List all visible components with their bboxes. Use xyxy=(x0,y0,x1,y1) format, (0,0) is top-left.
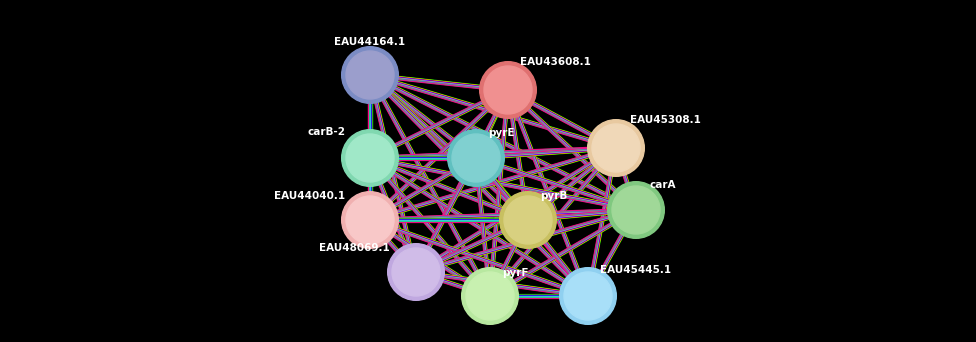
Circle shape xyxy=(462,268,518,324)
Circle shape xyxy=(346,196,394,244)
Circle shape xyxy=(448,130,505,186)
Text: pyrE: pyrE xyxy=(488,128,514,138)
Circle shape xyxy=(484,66,532,114)
Circle shape xyxy=(504,196,552,244)
Circle shape xyxy=(387,244,444,300)
Text: EAU43608.1: EAU43608.1 xyxy=(520,57,590,67)
Text: carA: carA xyxy=(649,180,675,190)
Circle shape xyxy=(346,134,394,182)
Text: EAU48069.1: EAU48069.1 xyxy=(319,243,390,253)
Circle shape xyxy=(500,192,556,248)
Circle shape xyxy=(392,248,440,296)
Text: EAU45445.1: EAU45445.1 xyxy=(600,265,671,275)
Circle shape xyxy=(588,120,644,176)
Circle shape xyxy=(466,272,514,320)
Circle shape xyxy=(612,186,660,234)
Circle shape xyxy=(452,134,500,182)
Circle shape xyxy=(479,62,537,118)
Circle shape xyxy=(342,130,398,186)
Text: pyrB: pyrB xyxy=(540,191,567,201)
Circle shape xyxy=(342,47,398,103)
Text: carB-2: carB-2 xyxy=(308,127,346,137)
Circle shape xyxy=(608,182,665,238)
Text: EAU44164.1: EAU44164.1 xyxy=(335,37,406,47)
Circle shape xyxy=(559,268,616,324)
Circle shape xyxy=(342,192,398,248)
Text: EAU44040.1: EAU44040.1 xyxy=(274,191,345,201)
Circle shape xyxy=(592,124,640,172)
Text: pyrF: pyrF xyxy=(502,268,528,278)
Text: EAU45308.1: EAU45308.1 xyxy=(630,115,701,125)
Circle shape xyxy=(346,51,394,99)
Circle shape xyxy=(564,272,612,320)
